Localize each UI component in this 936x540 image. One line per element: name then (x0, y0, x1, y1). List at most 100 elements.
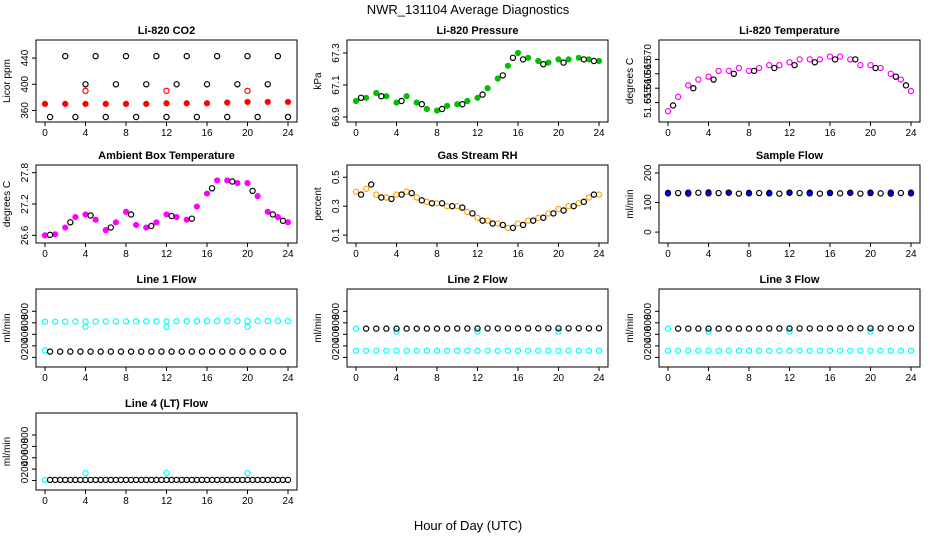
data-point (203, 81, 211, 88)
data-point (274, 213, 281, 221)
data-point (474, 325, 481, 332)
y-tick-label: 800 (643, 303, 654, 320)
data-point (383, 325, 390, 332)
x-tick-label: 4 (706, 128, 712, 139)
y-tick-label: 0.1 (331, 228, 342, 242)
data-point (836, 347, 844, 354)
data-point (786, 328, 793, 335)
data-point (755, 64, 763, 72)
data-point (555, 325, 562, 332)
data-point (244, 476, 251, 484)
x-tick-label: 20 (865, 128, 877, 139)
data-point (378, 194, 385, 201)
data-point (352, 325, 360, 332)
panel-title: Line 2 Flow (448, 274, 508, 286)
data-point (269, 348, 277, 355)
data-point (244, 52, 251, 60)
data-point (46, 348, 54, 355)
data-point (249, 187, 256, 195)
y-tick-label: 400 (20, 75, 31, 92)
data-point (535, 325, 542, 332)
data-point (62, 52, 69, 60)
data-point (448, 202, 456, 210)
panel-title: Line 1 Flow (137, 274, 197, 286)
data-point (474, 328, 481, 335)
series-1 (46, 52, 292, 121)
data-point (664, 347, 672, 354)
data-point (249, 348, 256, 355)
data-point (264, 317, 271, 325)
data-point (163, 318, 170, 325)
plot-frame (35, 164, 298, 244)
data-point (867, 189, 874, 197)
data-point (735, 64, 743, 72)
y-tick-label: 51.665 (643, 58, 654, 89)
data-point (62, 318, 69, 325)
data-point (413, 194, 420, 201)
data-point (806, 56, 813, 63)
x-tick-label: 12 (161, 373, 173, 384)
data-point (519, 221, 527, 229)
data-point (595, 347, 603, 354)
data-point (776, 61, 783, 69)
x-tick-label: 24 (593, 249, 605, 260)
data-point (766, 325, 773, 332)
data-point (82, 81, 89, 88)
y-tick-label: 400 (20, 449, 31, 466)
data-point (867, 347, 874, 354)
x-tick-label: 20 (242, 128, 254, 139)
data-point (575, 54, 582, 61)
data-point (393, 328, 400, 335)
data-point (254, 113, 261, 121)
x-tick-label: 16 (512, 249, 524, 260)
data-point (153, 476, 160, 484)
data-point (575, 325, 582, 332)
data-point (143, 100, 150, 108)
x-tick-label: 12 (784, 373, 796, 384)
data-point (244, 469, 251, 477)
data-point (193, 318, 201, 325)
plot-frame (658, 164, 921, 244)
data-point (484, 325, 491, 332)
y-tick-label: 66.9 (331, 107, 342, 127)
data-point (259, 476, 266, 484)
data-point (373, 347, 380, 354)
data-point (575, 200, 582, 207)
x-tick-label: 12 (784, 128, 796, 139)
data-point (715, 347, 722, 354)
data-point (183, 100, 190, 107)
data-point (62, 224, 69, 231)
y-axis-label: ml/min (2, 437, 13, 466)
data-point (664, 108, 672, 115)
data-point (208, 185, 216, 192)
x-tick-label: 12 (161, 249, 173, 260)
data-point (887, 70, 894, 78)
y-tick-label: 440 (20, 49, 31, 66)
x-tick-label: 0 (665, 373, 671, 384)
data-point (755, 325, 763, 332)
data-point (847, 189, 854, 196)
data-point (132, 476, 140, 484)
data-point (62, 100, 69, 108)
data-point (67, 219, 74, 226)
data-point (524, 347, 532, 354)
data-point (163, 211, 170, 218)
data-point (907, 347, 915, 354)
data-point (127, 476, 135, 484)
data-point (234, 476, 241, 484)
data-point (545, 210, 552, 217)
data-point (102, 318, 109, 325)
data-point (816, 325, 824, 332)
data-point (46, 231, 54, 239)
data-point (234, 179, 241, 187)
data-point (102, 113, 109, 121)
data-point (163, 87, 170, 95)
data-point (755, 189, 763, 197)
x-tick-label: 4 (394, 249, 400, 260)
data-point (474, 94, 481, 101)
series-2 (41, 323, 251, 354)
data-point (254, 193, 261, 200)
data-point (158, 348, 165, 355)
data-point (585, 347, 593, 354)
data-point (423, 325, 431, 332)
